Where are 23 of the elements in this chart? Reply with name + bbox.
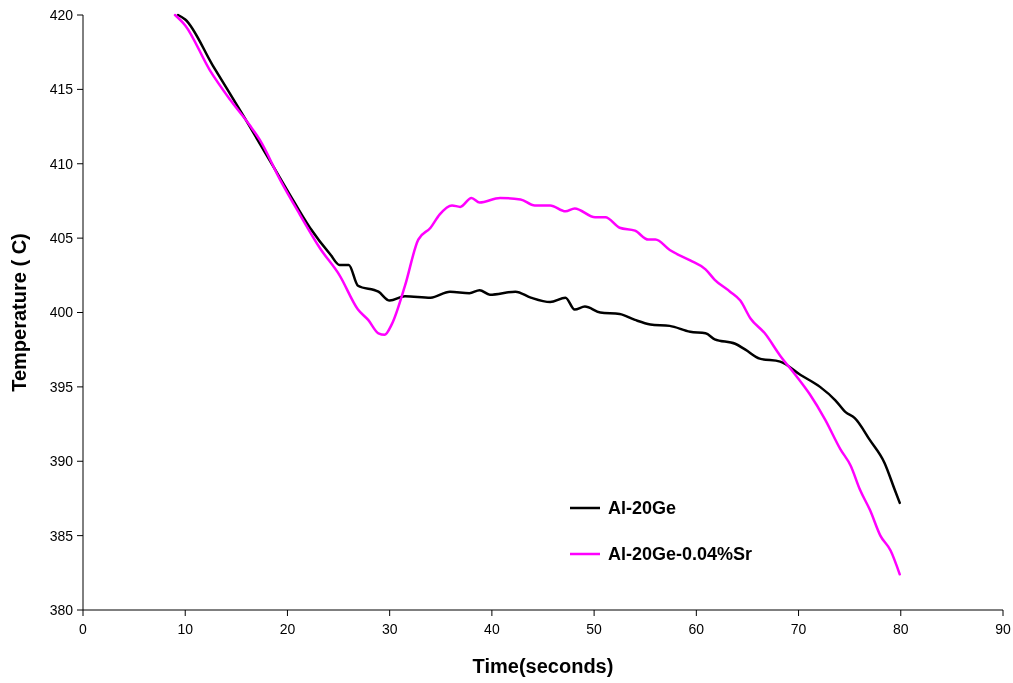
x-tick-label: 60: [688, 621, 705, 637]
x-tick-label: 0: [79, 621, 88, 637]
x-tick-label: 40: [484, 621, 500, 637]
y-tick-label: 390: [49, 453, 74, 470]
x-tick-label: 10: [177, 621, 194, 637]
y-tick-label: 410: [49, 155, 74, 172]
x-tick-label: 50: [586, 621, 603, 637]
legend-label: Al-20Ge-0.04%Sr: [608, 544, 753, 565]
x-tick-label: 80: [892, 621, 909, 637]
x-axis-title: Time(seconds): [472, 655, 614, 677]
y-axis-title: Temperature ( C): [8, 233, 30, 392]
y-tick-label: 400: [49, 304, 74, 321]
x-tick-label: 90: [995, 621, 1011, 637]
x-tick-label: 20: [279, 621, 296, 637]
y-tick-label: 395: [49, 378, 74, 395]
x-tick-label: 70: [790, 621, 807, 637]
y-tick-label: 420: [49, 6, 74, 23]
y-tick-label: 380: [49, 601, 74, 618]
x-tick-label: 30: [381, 621, 398, 637]
y-tick-label: 385: [49, 527, 74, 544]
y-tick-label: 405: [49, 230, 74, 247]
y-tick-label: 415: [49, 81, 74, 98]
legend-label: Al-20Ge: [608, 498, 677, 519]
